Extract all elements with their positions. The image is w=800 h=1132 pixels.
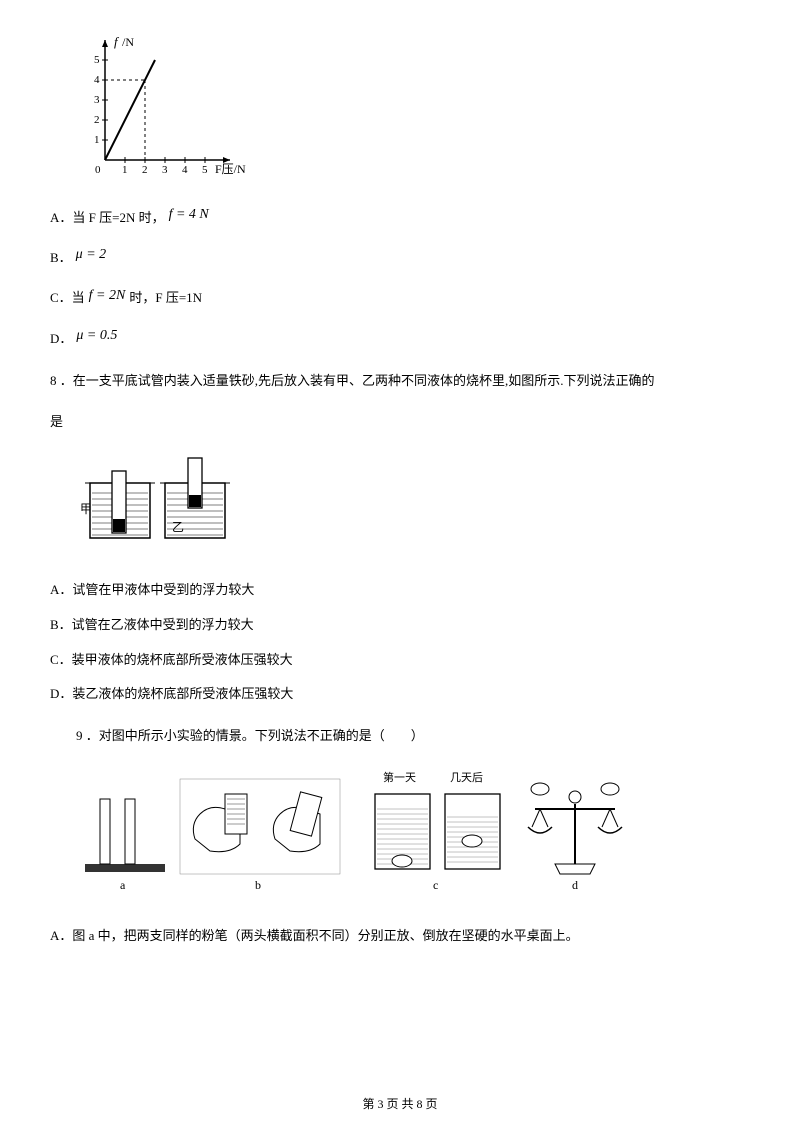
- option-d-formula: μ = 0.5: [76, 325, 117, 347]
- q9-text: 对图中所示小实验的情景。下列说法不正确的是（ ）: [99, 728, 424, 743]
- experiment-figure: a b 第一天 几天后 c: [80, 769, 750, 906]
- svg-text:2: 2: [142, 164, 148, 176]
- question-9: 9 ．对图中所示小实验的情景。下列说法不正确的是（ ）: [50, 723, 750, 749]
- option-a-text: A．当 F 压=2N 时，: [50, 208, 165, 229]
- svg-text:0: 0: [95, 164, 101, 176]
- friction-graph: 1 2 3 4 5 0 1 2 3 4 5 f /N F压/N: [80, 30, 750, 187]
- q8-option-b: B．试管在乙液体中受到的浮力较大: [50, 615, 750, 636]
- label-d: d: [572, 878, 578, 892]
- q8-option-c: C．装甲液体的烧杯底部所受液体压强较大: [50, 650, 750, 671]
- option-c-formula: f = 2N: [89, 285, 126, 307]
- q9-num: 9 ．: [76, 728, 99, 743]
- option-b: B． μ = 2: [50, 247, 750, 269]
- svg-text:f: f: [114, 34, 120, 49]
- q8-option-d: D．装乙液体的烧杯底部所受液体压强较大: [50, 684, 750, 705]
- option-a: A．当 F 压=2N 时， f = 4 N: [50, 207, 750, 229]
- svg-text:2: 2: [94, 114, 100, 126]
- svg-text:4: 4: [94, 74, 100, 86]
- svg-text:1: 1: [94, 134, 100, 146]
- option-a-formula: f = 4 N: [169, 204, 209, 226]
- svg-text:5: 5: [202, 164, 208, 176]
- svg-text:5: 5: [94, 54, 100, 66]
- svg-text:F压/N: F压/N: [215, 162, 246, 176]
- option-c: C．当 f = 2N 时，F 压=1N: [50, 288, 750, 310]
- svg-text:3: 3: [162, 164, 168, 176]
- option-d-text: D．: [50, 329, 72, 350]
- svg-text:4: 4: [182, 164, 188, 176]
- svg-text:甲: 甲: [80, 502, 92, 516]
- svg-text:几天后: 几天后: [450, 771, 483, 784]
- label-b: b: [255, 878, 261, 892]
- option-c-post: 时，F 压=1N: [129, 288, 202, 309]
- option-b-text: B．: [50, 248, 72, 269]
- svg-text:1: 1: [122, 164, 128, 176]
- question-8: 8 ．在一支平底试管内装入适量铁砂,先后放入装有甲、乙两种不同液体的烧杯里,如图…: [50, 368, 750, 394]
- q8-option-a: A．试管在甲液体中受到的浮力较大: [50, 580, 750, 601]
- option-b-formula: μ = 2: [76, 244, 106, 266]
- page-footer: 第 3 页 共 8 页: [0, 1095, 800, 1114]
- label-c: c: [433, 878, 438, 892]
- svg-text:3: 3: [94, 94, 100, 106]
- option-d: D． μ = 0.5: [50, 328, 750, 350]
- option-c-pre: C．当: [50, 288, 85, 309]
- q8-text2: 是: [50, 412, 750, 433]
- q8-text: 在一支平底试管内装入适量铁砂,先后放入装有甲、乙两种不同液体的烧杯里,如图所示.…: [73, 373, 655, 388]
- svg-text:第一天: 第一天: [383, 770, 416, 784]
- beaker-figure: 甲 乙: [80, 453, 750, 560]
- label-a: a: [120, 878, 126, 892]
- q9-option-a: A．图 a 中，把两支同样的粉笔（两头横截面积不同）分别正放、倒放在坚硬的水平桌…: [50, 926, 750, 947]
- svg-text:乙: 乙: [172, 520, 184, 534]
- q8-num: 8 ．: [50, 373, 73, 388]
- svg-text:/N: /N: [122, 35, 134, 49]
